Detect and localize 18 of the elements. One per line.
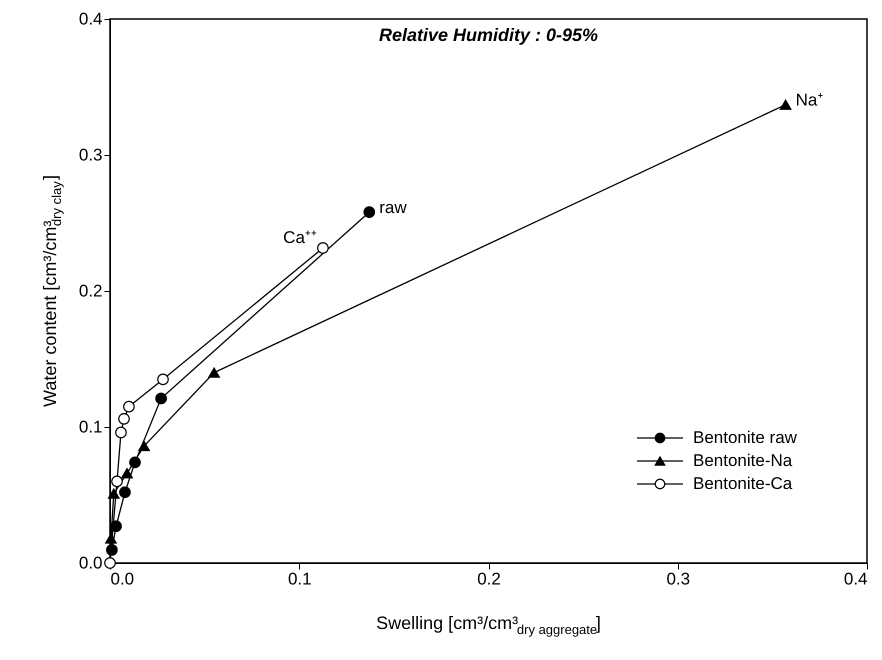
y-axis-title: Water content [cm³/cm³dry clay] bbox=[40, 175, 64, 407]
chart-title: Relative Humidity : 0-95% bbox=[378, 25, 598, 45]
y-tick-label: 0.1 bbox=[78, 418, 102, 436]
legend-label: Bentonite-Ca bbox=[693, 474, 793, 493]
x-tick-label: 0.2 bbox=[477, 570, 501, 588]
x-tick-label: 0.1 bbox=[288, 570, 312, 588]
annotation: Na⁺ bbox=[796, 90, 824, 110]
annotation: raw bbox=[379, 198, 408, 218]
y-tick-label: 0.3 bbox=[78, 146, 102, 164]
legend-label: Bentonite raw bbox=[693, 428, 798, 447]
y-tick-label: 0.4 bbox=[78, 10, 102, 28]
x-tick-label: 0.4 bbox=[844, 570, 868, 588]
x-tick-label: 0.0 bbox=[110, 570, 134, 588]
y-tick-label: 0.2 bbox=[78, 282, 102, 300]
annotation: Ca⁺⁺ bbox=[283, 228, 317, 248]
legend-label: Bentonite-Na bbox=[693, 451, 793, 470]
x-tick-label: 0.3 bbox=[666, 570, 690, 588]
y-tick-label: 0.0 bbox=[78, 554, 102, 572]
